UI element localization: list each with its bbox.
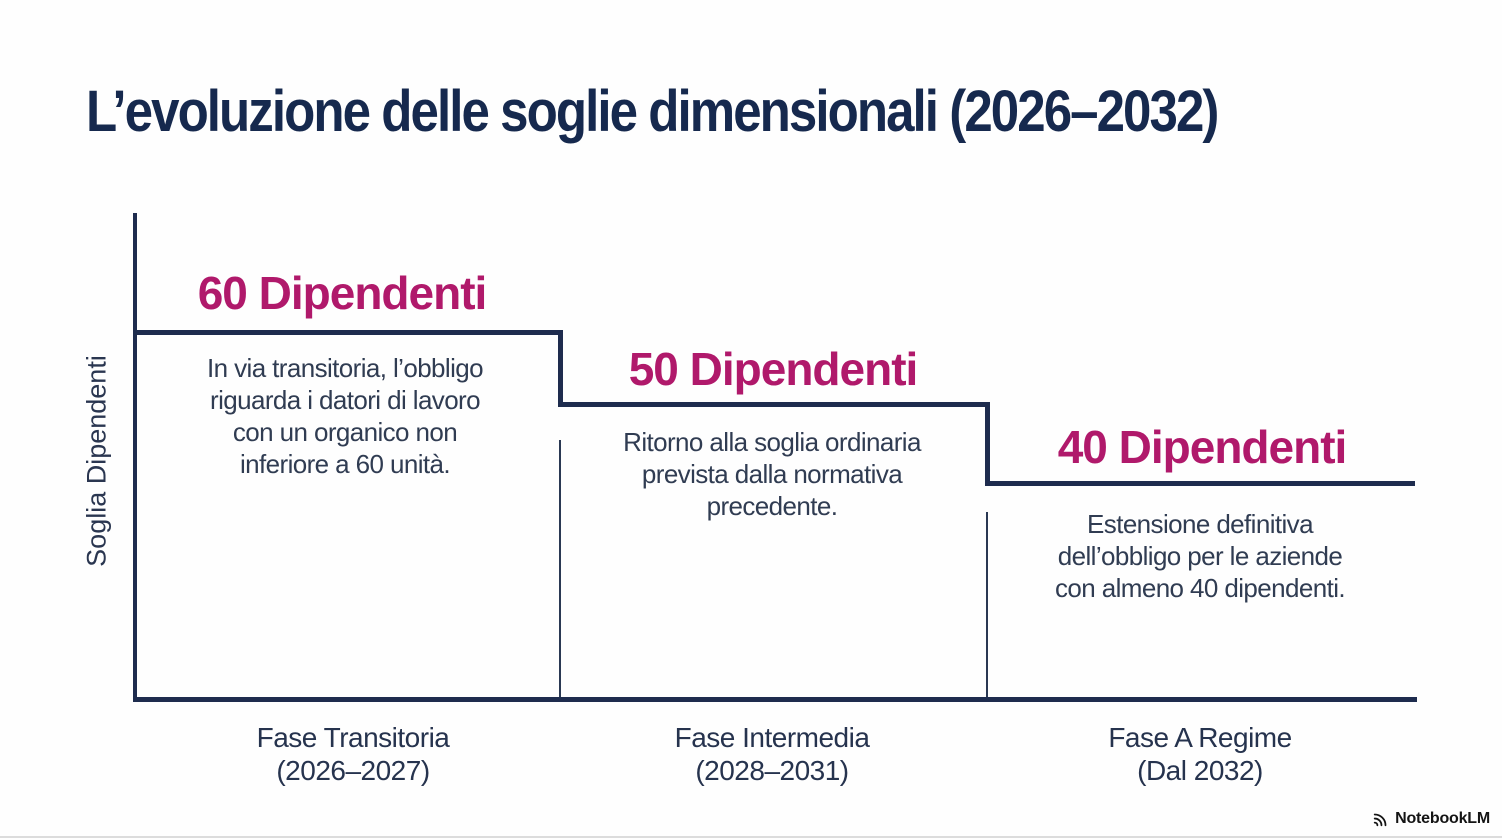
step-drop-60-to-50 [558, 330, 563, 407]
x-axis-line [133, 697, 1417, 702]
step-drop-50-to-40 [985, 402, 990, 486]
phase-period: (2026–2027) [276, 755, 430, 786]
page-title: L’evoluzione delle soglie dimensionali (… [86, 79, 1219, 144]
phase-name: Fase A Regime [1108, 722, 1292, 753]
y-axis-line [133, 213, 137, 702]
phase-period: (Dal 2032) [1137, 755, 1263, 786]
step-line-50 [558, 402, 990, 407]
step-line-40 [985, 481, 1415, 486]
step-40-description: Estensione definitiva dell’obbligo per l… [1054, 509, 1346, 603]
notebooklm-watermark: NotebookLM [1372, 810, 1490, 828]
phase-name: Fase Intermedia [674, 722, 870, 753]
step-40-heading: 40 Dipendenti [1057, 421, 1348, 473]
x-label-phase-a-regime: Fase A Regime (Dal 2032) [1108, 721, 1292, 787]
step-line-60 [133, 330, 563, 335]
x-label-phase-transitoria: Fase Transitoria (2026–2027) [257, 721, 450, 787]
step-50-description: Ritorno alla soglia ordinaria prevista d… [623, 427, 921, 521]
notebooklm-logo-icon [1372, 810, 1390, 828]
step-60-description: In via transitoria, l’obbligo riguarda i… [207, 353, 484, 479]
notebooklm-label: NotebookLM [1395, 810, 1490, 827]
y-axis-label: Soglia Dipendenti [81, 355, 112, 567]
step-50-heading: 50 Dipendenti [628, 343, 919, 395]
phase-divider-1 [559, 440, 561, 697]
phase-period: (2028–2031) [695, 755, 849, 786]
x-label-phase-intermedia: Fase Intermedia (2028–2031) [675, 721, 870, 787]
phase-divider-2 [986, 512, 988, 697]
phase-name: Fase Transitoria [256, 722, 450, 753]
bottom-edge-line [0, 836, 1502, 838]
step-60-heading: 60 Dipendenti [197, 267, 488, 319]
